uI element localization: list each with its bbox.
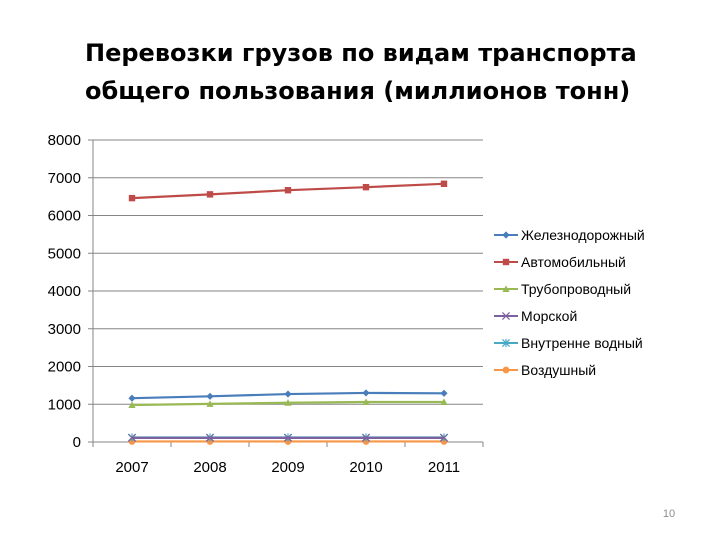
slide-title-line-1: Перевозки грузов по видам транспорта (85, 39, 637, 67)
legend-marker (502, 366, 510, 374)
x-tick-label: 2011 (428, 459, 460, 476)
y-tick-label: 6000 (48, 208, 81, 225)
y-tick-label: 4000 (48, 283, 81, 300)
legend-marker (501, 338, 511, 348)
y-tick-label: 3000 (48, 321, 81, 338)
legend-label: Воздушный (521, 362, 596, 378)
data-point (206, 400, 214, 407)
data-point (128, 394, 136, 402)
data-point (128, 401, 136, 409)
legend-label: Железнодорожный (521, 227, 645, 243)
y-tick-label: 2000 (48, 359, 81, 376)
y-tick-label: 1000 (48, 396, 81, 413)
legend-label: Автомобильный (521, 254, 626, 270)
slide-title: Перевозки грузов по видам транспорта общ… (85, 34, 685, 110)
data-point (362, 389, 370, 397)
slide-number: 10 (662, 508, 676, 520)
legend-marker (502, 231, 510, 239)
x-tick-label: 2008 (193, 459, 226, 476)
slide-title-line-2: общего пользования (миллионов тонн) (85, 77, 631, 105)
legend-marker (501, 311, 511, 321)
data-point (284, 399, 292, 406)
x-tick-label: 2007 (115, 459, 148, 476)
data-point (439, 433, 449, 442)
legend-label: Трубопроводный (521, 281, 631, 297)
data-point (362, 183, 370, 191)
y-tick-label: 5000 (48, 245, 81, 262)
y-tick-label: 7000 (48, 170, 81, 187)
data-point (440, 180, 448, 187)
x-tick-label: 2009 (271, 459, 304, 476)
data-point (440, 389, 448, 397)
data-point (283, 433, 293, 442)
legend-label: Внутренне водный (521, 335, 643, 351)
data-point (284, 187, 292, 194)
data-point (440, 398, 448, 405)
data-point (284, 390, 292, 398)
data-point (205, 433, 215, 442)
x-tick-label: 2010 (349, 459, 382, 476)
data-point (127, 433, 137, 442)
data-point (362, 398, 370, 405)
legend-label: Морской (521, 308, 577, 324)
data-point (206, 392, 214, 400)
data-point (206, 191, 214, 198)
data-point (361, 433, 371, 442)
y-tick-label: 0 (73, 434, 81, 451)
data-point (128, 194, 136, 202)
legend-marker (502, 285, 510, 292)
legend-marker (502, 258, 510, 266)
y-tick-label: 8000 (48, 132, 81, 149)
